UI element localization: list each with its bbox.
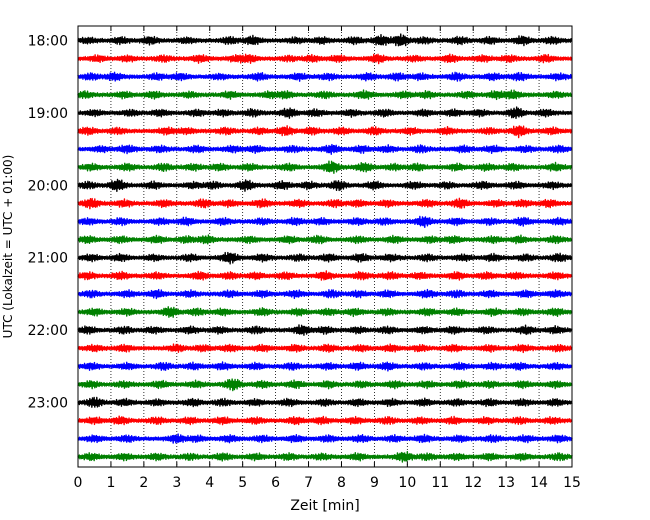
x-tick-label: 0 [74,475,83,491]
x-tick-label: 1 [106,475,115,491]
seismic-traces [77,33,573,463]
x-tick-label: 8 [337,475,346,491]
trace-2015 [77,197,573,210]
x-axis-label: Zeit [min] [290,498,359,514]
x-tick-label: 10 [398,475,416,491]
y-tick-label: 22:00 [28,323,68,339]
trace-2200 [77,324,573,336]
trace-1800 [77,33,573,47]
x-tick-label: 2 [139,475,148,491]
x-tick-label: 3 [172,475,181,491]
plot-background [78,26,572,467]
trace-1945 [77,160,573,174]
y-axis-ticks: 18:00 19:00 20:00 21:00 22:00 23:00 [28,34,572,412]
y-tick-label: 18:00 [28,34,68,50]
trace-2245 [77,378,573,392]
trace-1930 [77,143,573,155]
trace-1915 [77,125,573,139]
y-tick-label: 20:00 [28,178,68,194]
trace-2315 [77,415,573,426]
y-tick-label: 23:00 [28,396,68,412]
x-tick-label: 6 [271,475,280,491]
x-axis-ticks: 0 1 2 3 4 5 6 7 8 9 10 11 12 13 14 15 [74,26,581,491]
plot-frame [77,25,573,468]
trace-1845 [77,89,573,101]
x-tick-label: 15 [563,475,581,491]
x-tick-label: 7 [304,475,313,491]
y-tick-label: 21:00 [28,251,68,267]
trace-2145 [77,306,573,318]
trace-2130 [77,288,573,300]
x-tick-label: 11 [431,475,449,491]
trace-2215 [77,343,573,354]
trace-2045 [77,234,573,245]
trace-2345 [77,451,573,463]
y-tick-label: 19:00 [28,106,68,122]
plot-area [78,26,572,467]
trace-2030 [77,215,573,229]
trace-1900 [77,106,573,119]
trace-2330 [77,433,573,444]
x-tick-label: 13 [497,475,515,491]
x-tick-label: 5 [238,475,247,491]
trace-1815 [77,53,573,65]
trace-2000 [77,178,573,193]
y-axis-label: UTC (Lokalzeit = UTC + 01:00) [1,155,15,339]
trace-2230 [77,361,573,372]
x-tick-label: 9 [370,475,379,491]
x-tick-label: 14 [530,475,548,491]
trace-2300 [77,396,573,408]
trace-2100 [77,251,573,265]
trace-2115 [77,270,573,281]
x-tick-label: 4 [205,475,214,491]
x-tick-label: 12 [464,475,482,491]
trace-1830 [77,71,573,82]
